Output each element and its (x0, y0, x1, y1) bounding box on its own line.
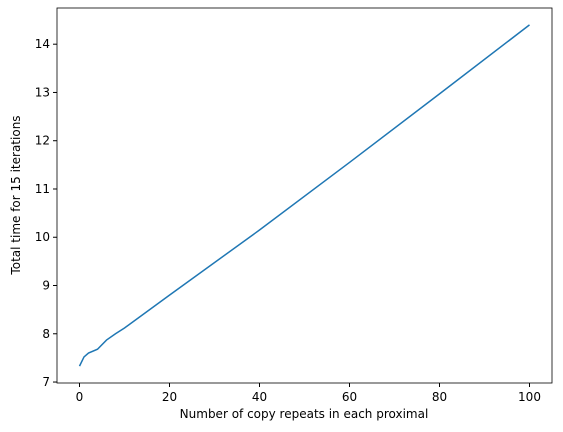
x-tick-label: 60 (342, 390, 357, 404)
x-tick-label: 80 (432, 390, 447, 404)
x-tick-label: 40 (252, 390, 267, 404)
y-axis-label: Total time for 15 iterations (9, 115, 23, 275)
x-tick-label: 20 (162, 390, 177, 404)
y-tick-label: 7 (42, 375, 50, 389)
y-tick-label: 14 (35, 37, 50, 51)
y-tick-label: 8 (42, 327, 50, 341)
y-tick-label: 11 (35, 182, 50, 196)
y-tick-label: 9 (42, 279, 50, 293)
plot-frame (56, 7, 553, 384)
x-tick-label: 0 (76, 390, 84, 404)
y-tick-label: 10 (35, 230, 50, 244)
y-tick-label: 13 (35, 85, 50, 99)
y-tick-label: 12 (35, 134, 50, 148)
x-axis-label: Number of copy repeats in each proximal (180, 407, 429, 421)
x-tick-label: 100 (518, 390, 541, 404)
data-line (78, 24, 530, 367)
